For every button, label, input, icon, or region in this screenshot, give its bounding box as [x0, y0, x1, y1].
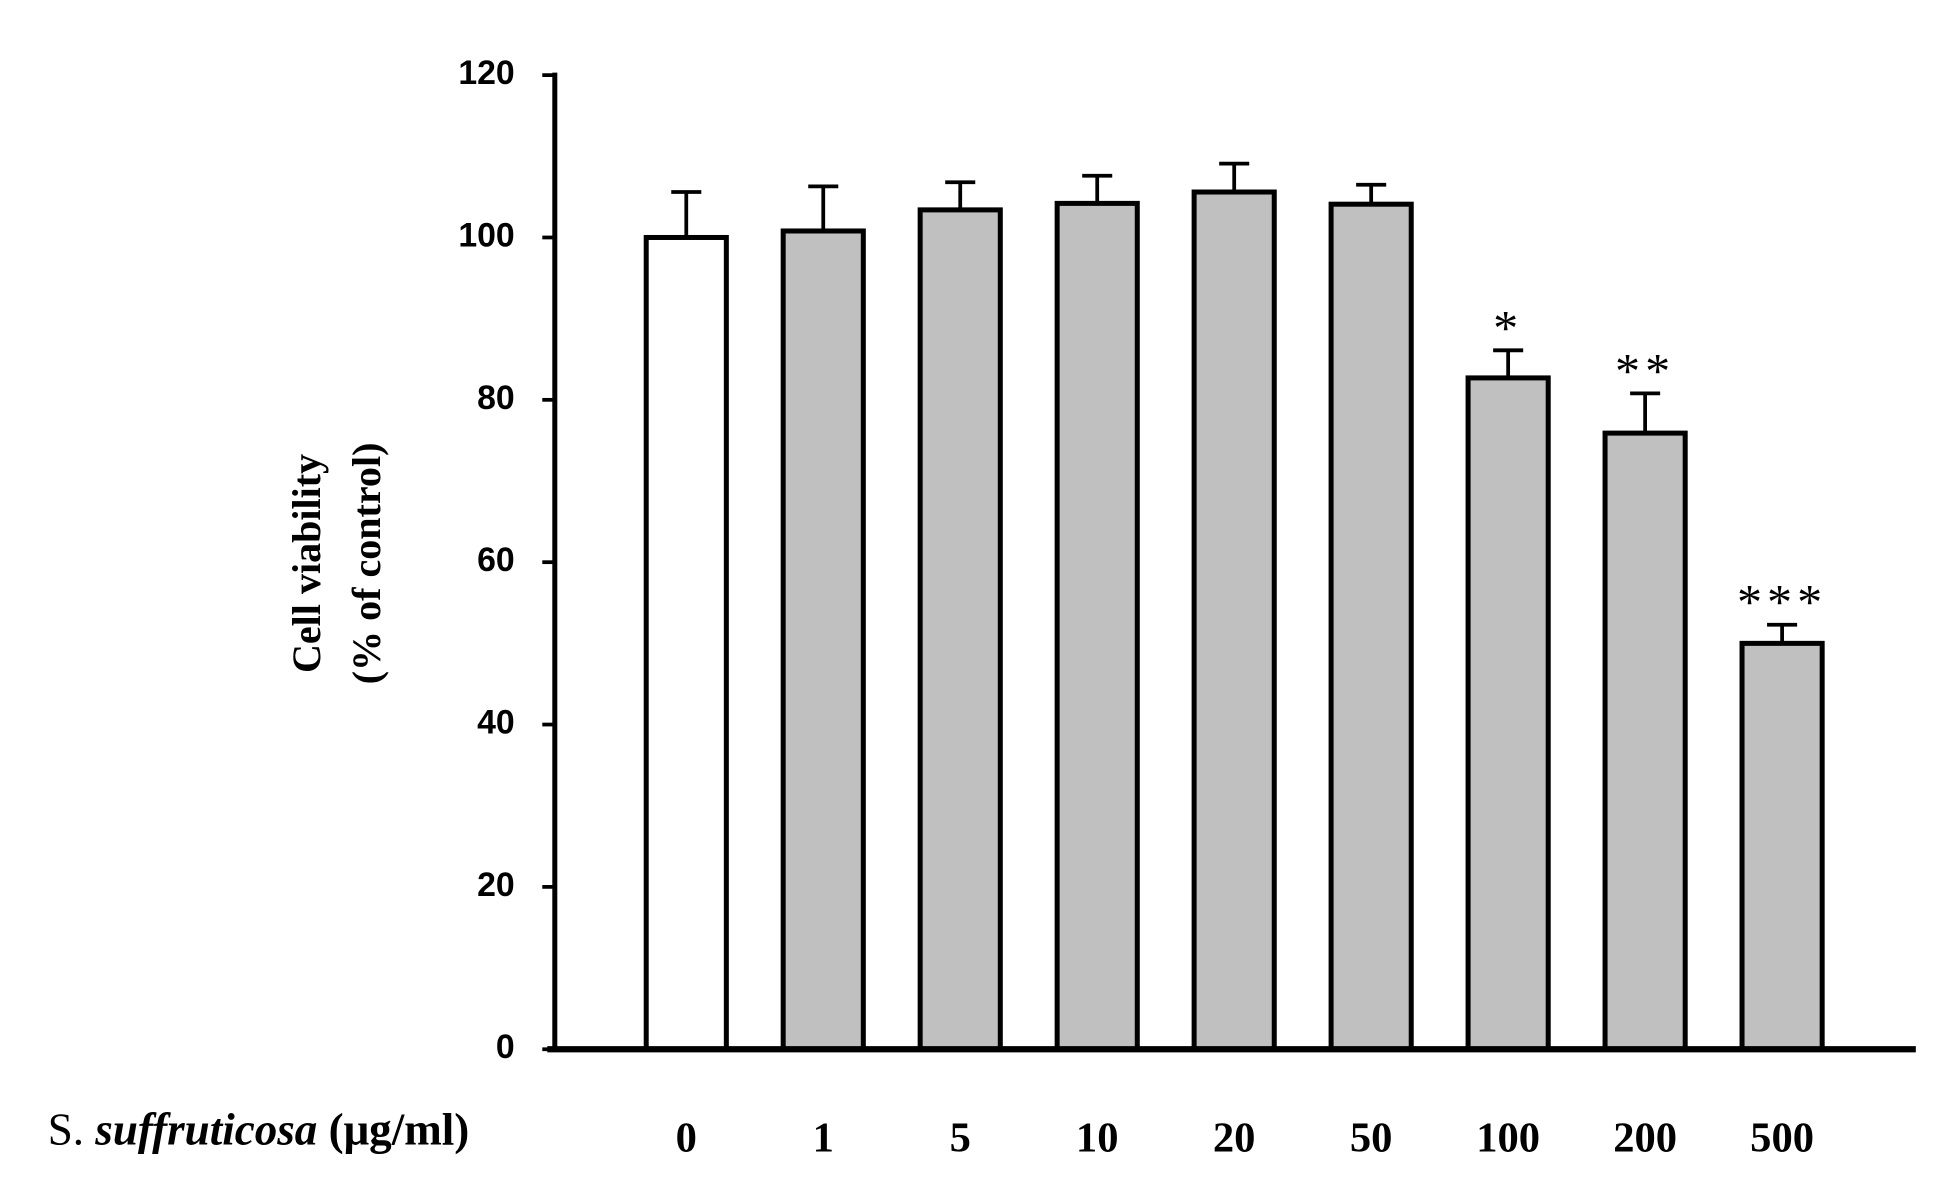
bar — [1328, 201, 1414, 1052]
x-tick-label: 20 — [1213, 1115, 1256, 1162]
bar — [1054, 200, 1140, 1052]
x-label-part: suffruticosa — [94, 1105, 317, 1155]
x-tick-label: 100 — [1476, 1115, 1540, 1162]
bar — [1465, 375, 1551, 1052]
x-axis-label: S. suffruticosa (μg/ml) — [48, 1105, 470, 1155]
x-tick-label: 50 — [1350, 1115, 1393, 1162]
y-tick-label: 80 — [477, 379, 515, 417]
x-tick-label: 200 — [1613, 1115, 1677, 1162]
bar — [780, 228, 866, 1052]
bar — [1602, 430, 1688, 1052]
significance-label: ** — [1615, 342, 1675, 398]
y-tick-label: 120 — [458, 54, 514, 92]
bar — [1191, 189, 1277, 1052]
y-tick-label: 40 — [477, 703, 515, 741]
y-tick-label: 0 — [496, 1028, 515, 1066]
y-tick-label: 60 — [477, 541, 515, 579]
x-label-part: S. — [48, 1105, 96, 1155]
significance-label: * — [1493, 299, 1523, 355]
bar — [917, 207, 1003, 1052]
x-tick-label: 5 — [950, 1115, 971, 1162]
y-axis-label: (% of control) — [344, 443, 389, 685]
bar — [1739, 640, 1825, 1052]
y-tick-label: 20 — [477, 866, 515, 904]
x-tick-label: 1 — [813, 1115, 834, 1162]
x-tick-label: 0 — [676, 1115, 697, 1162]
x-tick-label: 500 — [1750, 1115, 1814, 1162]
x-tick-label: 10 — [1076, 1115, 1119, 1162]
significance-label: *** — [1737, 574, 1827, 630]
y-axis-label: Cell viability — [284, 454, 329, 673]
bar — [643, 234, 729, 1052]
x-label-part: (μg/ml) — [317, 1105, 469, 1155]
y-tick-label: 100 — [458, 216, 514, 254]
